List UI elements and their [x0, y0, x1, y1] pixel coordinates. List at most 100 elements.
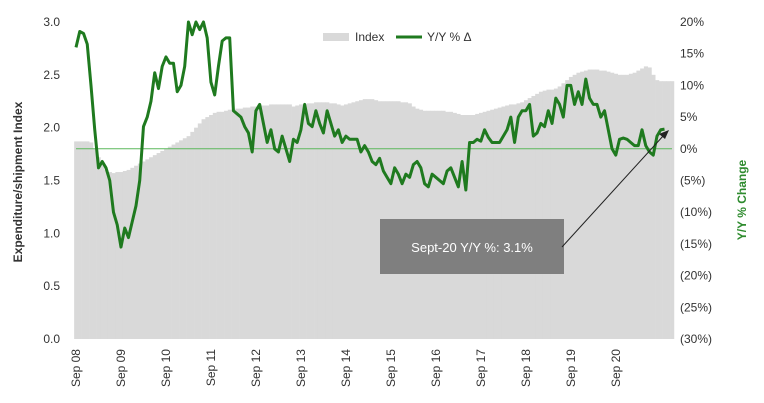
- index-bar: [340, 105, 345, 339]
- right-tick-label: 0%: [680, 142, 698, 156]
- index-bar: [306, 103, 311, 339]
- x-tick-label: Sep 08: [69, 349, 83, 387]
- index-bar: [130, 167, 135, 339]
- x-tick-label: Sep 13: [294, 349, 308, 387]
- index-bar: [332, 103, 337, 339]
- index-bar: [179, 140, 184, 339]
- x-tick-label: Sep 19: [564, 349, 578, 387]
- annotation-box: [380, 219, 564, 274]
- index-bar: [242, 107, 247, 339]
- index-bar: [239, 108, 244, 340]
- index-bar: [329, 103, 334, 339]
- index-bar: [100, 164, 105, 339]
- index-bar: [553, 88, 559, 339]
- index-bar: [310, 103, 315, 339]
- index-bar: [126, 169, 131, 339]
- index-bar: [527, 98, 532, 339]
- x-tick-label: Sep 12: [249, 349, 263, 387]
- index-bar: [205, 117, 210, 339]
- index-bar: [538, 91, 544, 340]
- legend: Index Y/Y % Δ: [323, 30, 471, 44]
- x-tick-label: Sep 20: [609, 349, 623, 387]
- annotation-arrow-line: [561, 134, 665, 248]
- index-bar: [565, 80, 570, 340]
- right-tick-label: (25%): [680, 300, 712, 314]
- index-bar: [317, 102, 322, 339]
- left-tick-label: 0.5: [43, 279, 60, 293]
- index-bar: [77, 141, 82, 339]
- index-bar: [658, 81, 663, 340]
- right-tick-label: (10%): [680, 205, 712, 219]
- annotation-arrowhead: [659, 130, 669, 139]
- right-tick-label: (20%): [680, 269, 712, 283]
- index-bar: [666, 81, 671, 340]
- index-bar: [546, 89, 551, 339]
- index-bar: [231, 109, 236, 339]
- index-bar: [182, 138, 187, 339]
- index-bar: [625, 74, 630, 339]
- index-bar: [220, 111, 225, 339]
- index-bar: [134, 165, 139, 339]
- index-bar: [209, 114, 214, 340]
- index-bar: [359, 100, 364, 339]
- index-bar: [167, 146, 172, 339]
- index-bar: [257, 105, 262, 339]
- index-bar: [370, 99, 375, 339]
- right-tick-label: (5%): [680, 174, 705, 188]
- index-bar: [640, 68, 645, 340]
- x-tick-label: Sep 18: [519, 349, 533, 387]
- x-tick-label: Sep 09: [114, 349, 128, 387]
- index-bar: [550, 89, 555, 339]
- index-bar: [568, 76, 574, 339]
- left-axis-ticks: 0.0 0.5 1.0 1.5 2.0 2.5 3.0: [43, 15, 60, 346]
- index-bar: [299, 104, 304, 339]
- left-tick-label: 3.0: [43, 15, 60, 29]
- index-bar: [115, 172, 120, 339]
- index-bar: [85, 141, 90, 339]
- index-bar: [613, 73, 618, 339]
- x-axis-ticks: Sep 08 Sep 09 Sep 10 Sep 11 Sep 12 Sep 13 Sep …: [69, 349, 623, 387]
- index-bar: [651, 74, 656, 339]
- index-bar: [197, 123, 202, 339]
- index-bar: [321, 102, 326, 339]
- left-tick-label: 2.0: [43, 121, 60, 135]
- index-bar: [606, 71, 611, 339]
- yoy-line-layer: [74, 20, 665, 249]
- left-tick-label: 0.0: [43, 332, 60, 346]
- x-tick-label: Sep 17: [474, 349, 488, 387]
- index-bar: [265, 105, 270, 339]
- annotation: Sept-20 Y/Y %: 3.1%: [380, 130, 669, 274]
- index-bar: [96, 157, 101, 339]
- index-bar: [137, 163, 142, 339]
- index-bar: [587, 69, 592, 340]
- index-bar: [595, 69, 600, 340]
- x-tick-label: Sep 16: [429, 349, 443, 387]
- index-bar: [246, 107, 251, 339]
- left-axis-title: Expenditure/shipment Index: [11, 101, 25, 262]
- legend-yoy-label: Y/Y % Δ: [427, 30, 471, 44]
- index-bar: [250, 106, 255, 339]
- index-bar: [284, 104, 289, 339]
- index-bar: [287, 104, 292, 339]
- index-bar: [122, 170, 127, 339]
- index-bar: [224, 110, 229, 339]
- index-bar: [302, 104, 307, 339]
- index-bar: [89, 142, 94, 339]
- legend-index-label: Index: [355, 30, 384, 44]
- index-bar: [351, 102, 356, 339]
- x-tick-label: Sep 14: [339, 349, 353, 387]
- index-bar: [628, 73, 633, 339]
- right-axis-title: Y/Y % Change: [735, 159, 749, 240]
- index-bar: [336, 104, 341, 339]
- index-bar: [261, 105, 266, 339]
- index-bar: [212, 112, 217, 340]
- index-bars: [74, 66, 675, 340]
- index-bar: [535, 93, 540, 339]
- index-bar: [621, 74, 626, 339]
- index-bar: [156, 153, 161, 339]
- index-bar: [655, 80, 660, 340]
- index-bar: [632, 72, 637, 339]
- yoy-line: [74, 20, 665, 249]
